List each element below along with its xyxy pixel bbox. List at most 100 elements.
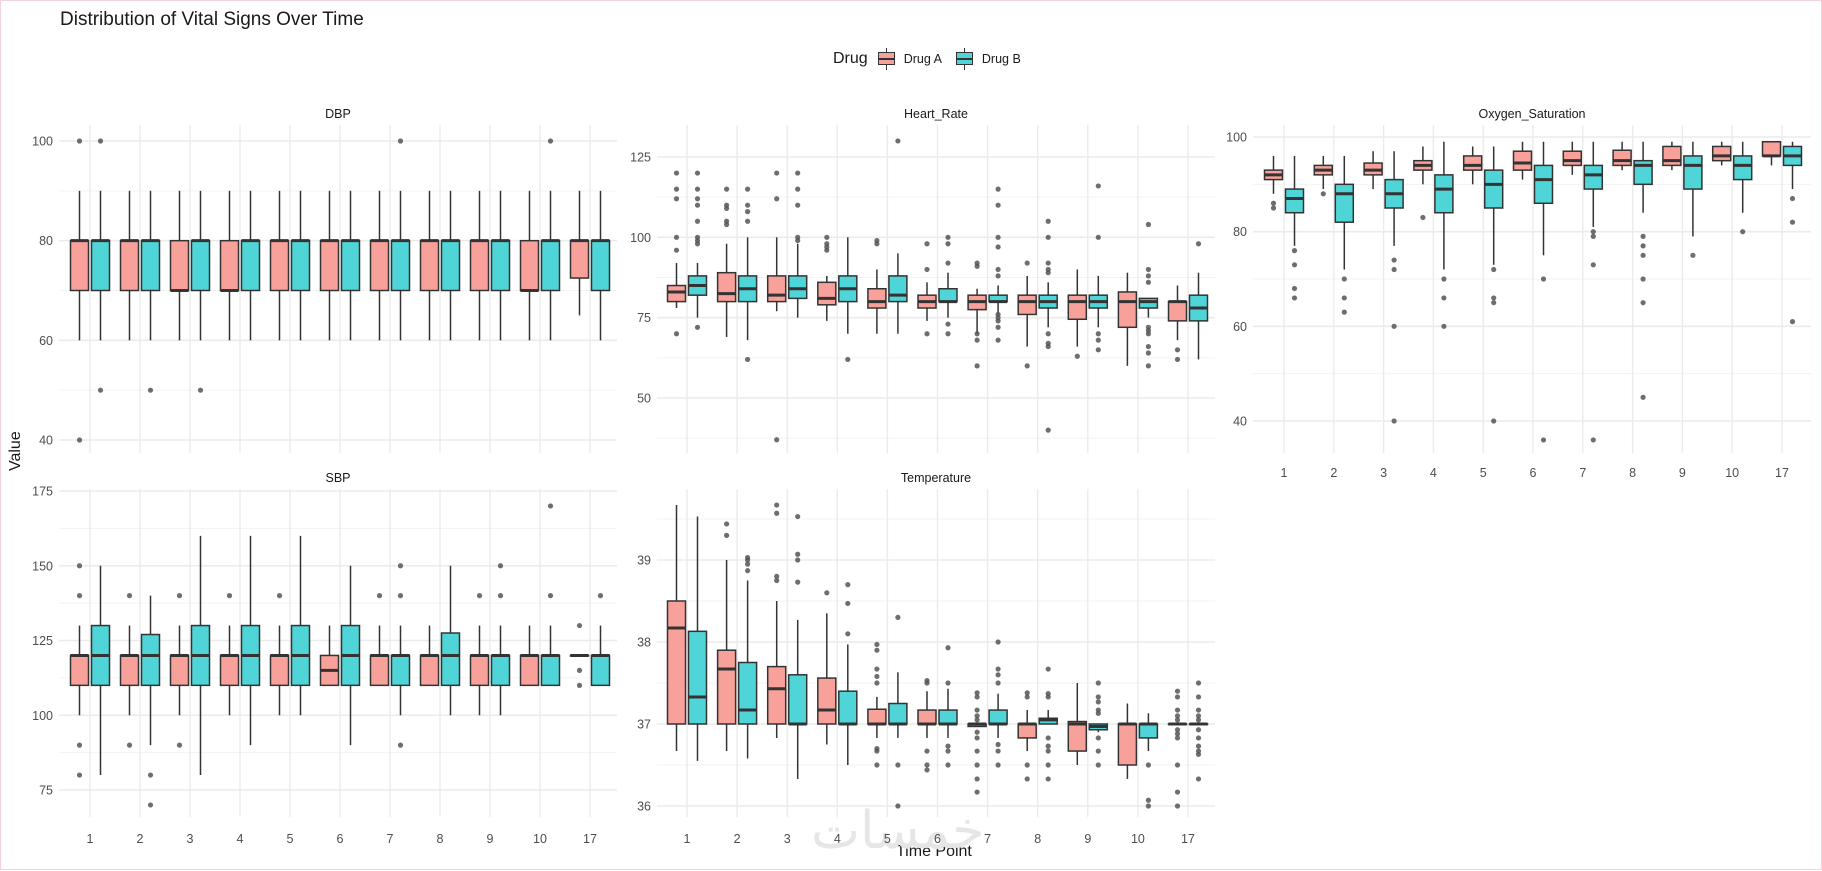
x-tick-label: 10 bbox=[1131, 832, 1145, 846]
outlier-point-drug-a bbox=[276, 593, 283, 599]
box-drug-a bbox=[1167, 300, 1188, 322]
box-drug-b bbox=[787, 674, 808, 725]
box-drug-a bbox=[1117, 291, 1138, 329]
y-tick-label: 60 bbox=[1233, 320, 1247, 334]
outlier-point-drug-b bbox=[995, 680, 1001, 686]
outlier-point-drug-b bbox=[745, 561, 751, 567]
outlier-point-drug-a bbox=[176, 742, 183, 748]
y-tick-label: 75 bbox=[637, 311, 651, 325]
x-tick-label: 2 bbox=[137, 832, 144, 846]
outlier-point-drug-a bbox=[774, 196, 780, 202]
outlier-point-drug-a bbox=[576, 622, 583, 629]
outlier-point-drug-a bbox=[774, 510, 780, 516]
outlier-point-drug-a bbox=[1174, 713, 1181, 719]
outlier-point-drug-b bbox=[147, 802, 154, 808]
outlier-point-drug-b bbox=[895, 614, 901, 621]
outlier-point-drug-b bbox=[1195, 743, 1202, 749]
box-drug-a bbox=[867, 708, 887, 725]
outlier-point-drug-b bbox=[995, 762, 1001, 768]
box-drug-a bbox=[817, 281, 837, 306]
y-tick-label: 75 bbox=[39, 784, 53, 798]
box-drug-b bbox=[938, 287, 958, 303]
outlier-point-drug-b bbox=[147, 772, 154, 778]
outlier-point-drug-a bbox=[1174, 356, 1181, 363]
outlier-point-drug-a bbox=[1174, 735, 1181, 741]
outlier-point-drug-b bbox=[1095, 680, 1101, 686]
outlier-point-drug-a bbox=[376, 593, 383, 599]
panel-title-heart-rate: Heart_Rate bbox=[904, 107, 968, 121]
x-tick-label: 9 bbox=[1084, 832, 1091, 846]
outlier-point-drug-b bbox=[1491, 295, 1497, 301]
box-drug-a bbox=[1761, 140, 1782, 157]
outlier-point-drug-b bbox=[694, 196, 701, 202]
box-drug-a bbox=[169, 239, 190, 292]
outlier-point-drug-b bbox=[497, 593, 504, 599]
outlier-point-drug-b bbox=[397, 593, 404, 599]
x-tick-label: 9 bbox=[487, 832, 494, 846]
outlier-point-drug-b bbox=[1045, 666, 1051, 672]
box-drug-b bbox=[1533, 164, 1554, 205]
box-drug-a bbox=[419, 654, 440, 687]
outlier-point-drug-b bbox=[1095, 331, 1101, 337]
box-drug-b bbox=[440, 632, 461, 687]
box-drug-b bbox=[90, 239, 111, 292]
outlier-point-drug-a bbox=[824, 590, 830, 596]
outlier-point-drug-b bbox=[745, 202, 751, 208]
outlier-point-drug-a bbox=[673, 170, 680, 176]
outlier-point-drug-a bbox=[774, 437, 780, 443]
chart-title: Distribution of Vital Signs Over Time bbox=[60, 9, 364, 30]
outlier-point-drug-b bbox=[1145, 797, 1151, 803]
legend-key-drug-b bbox=[954, 48, 976, 70]
outlier-point-drug-a bbox=[1024, 260, 1030, 266]
outlier-point-drug-b bbox=[1441, 323, 1447, 329]
watermark: خمسات bbox=[811, 801, 985, 861]
outlier-point-drug-b bbox=[1095, 762, 1101, 768]
outlier-point-drug-b bbox=[945, 260, 951, 266]
box-drug-b bbox=[888, 275, 908, 303]
outlier-point-drug-a bbox=[126, 742, 133, 748]
box-drug-a bbox=[1662, 145, 1682, 167]
box-drug-b bbox=[938, 709, 958, 725]
box-drug-a bbox=[1462, 155, 1483, 171]
outlier-point-drug-b bbox=[1095, 735, 1101, 741]
outlier-point-drug-a bbox=[924, 266, 930, 273]
outlier-point-drug-a bbox=[724, 186, 730, 192]
box-drug-a bbox=[867, 287, 887, 309]
outlier-point-drug-b bbox=[1045, 743, 1051, 749]
box-drug-a bbox=[369, 239, 390, 292]
outlier-point-drug-b bbox=[1391, 257, 1397, 263]
outlier-point-drug-a bbox=[824, 234, 830, 240]
outlier-point-drug-b bbox=[1195, 694, 1202, 700]
x-tick-label: 2 bbox=[734, 832, 741, 846]
outlier-point-drug-a bbox=[1024, 363, 1030, 369]
outlier-point-drug-b bbox=[694, 186, 701, 192]
y-tick-label: 125 bbox=[32, 634, 53, 648]
outlier-point-drug-a bbox=[673, 196, 680, 202]
outlier-point-drug-b bbox=[995, 324, 1001, 330]
outlier-point-drug-b bbox=[845, 600, 851, 607]
box-drug-a bbox=[219, 239, 240, 292]
outlier-point-drug-b bbox=[995, 234, 1001, 240]
outlier-point-drug-b bbox=[1045, 762, 1051, 768]
outlier-point-drug-a bbox=[774, 577, 780, 584]
outlier-point-drug-b bbox=[795, 170, 801, 176]
outlier-point-drug-b bbox=[1590, 229, 1596, 235]
x-tick-label: 17 bbox=[1775, 466, 1789, 480]
outlier-point-drug-b bbox=[1640, 243, 1646, 249]
outlier-point-drug-a bbox=[874, 673, 880, 680]
outlier-point-drug-b bbox=[694, 241, 701, 247]
outlier-point-drug-a bbox=[673, 331, 680, 337]
box-drug-b bbox=[888, 702, 908, 725]
outlier-point-drug-b bbox=[995, 244, 1001, 250]
outlier-point-drug-b bbox=[995, 318, 1001, 324]
outlier-point-drug-b bbox=[945, 645, 951, 651]
outlier-point-drug-b bbox=[945, 680, 951, 686]
x-tick-label: 5 bbox=[1480, 466, 1487, 480]
outlier-point-drug-b bbox=[1145, 279, 1151, 285]
x-tick-label: 7 bbox=[387, 832, 394, 846]
outlier-point-drug-b bbox=[945, 762, 951, 768]
outlier-point-drug-b bbox=[1045, 260, 1051, 266]
outlier-point-drug-b bbox=[397, 138, 404, 144]
outlier-point-drug-a bbox=[974, 694, 980, 700]
